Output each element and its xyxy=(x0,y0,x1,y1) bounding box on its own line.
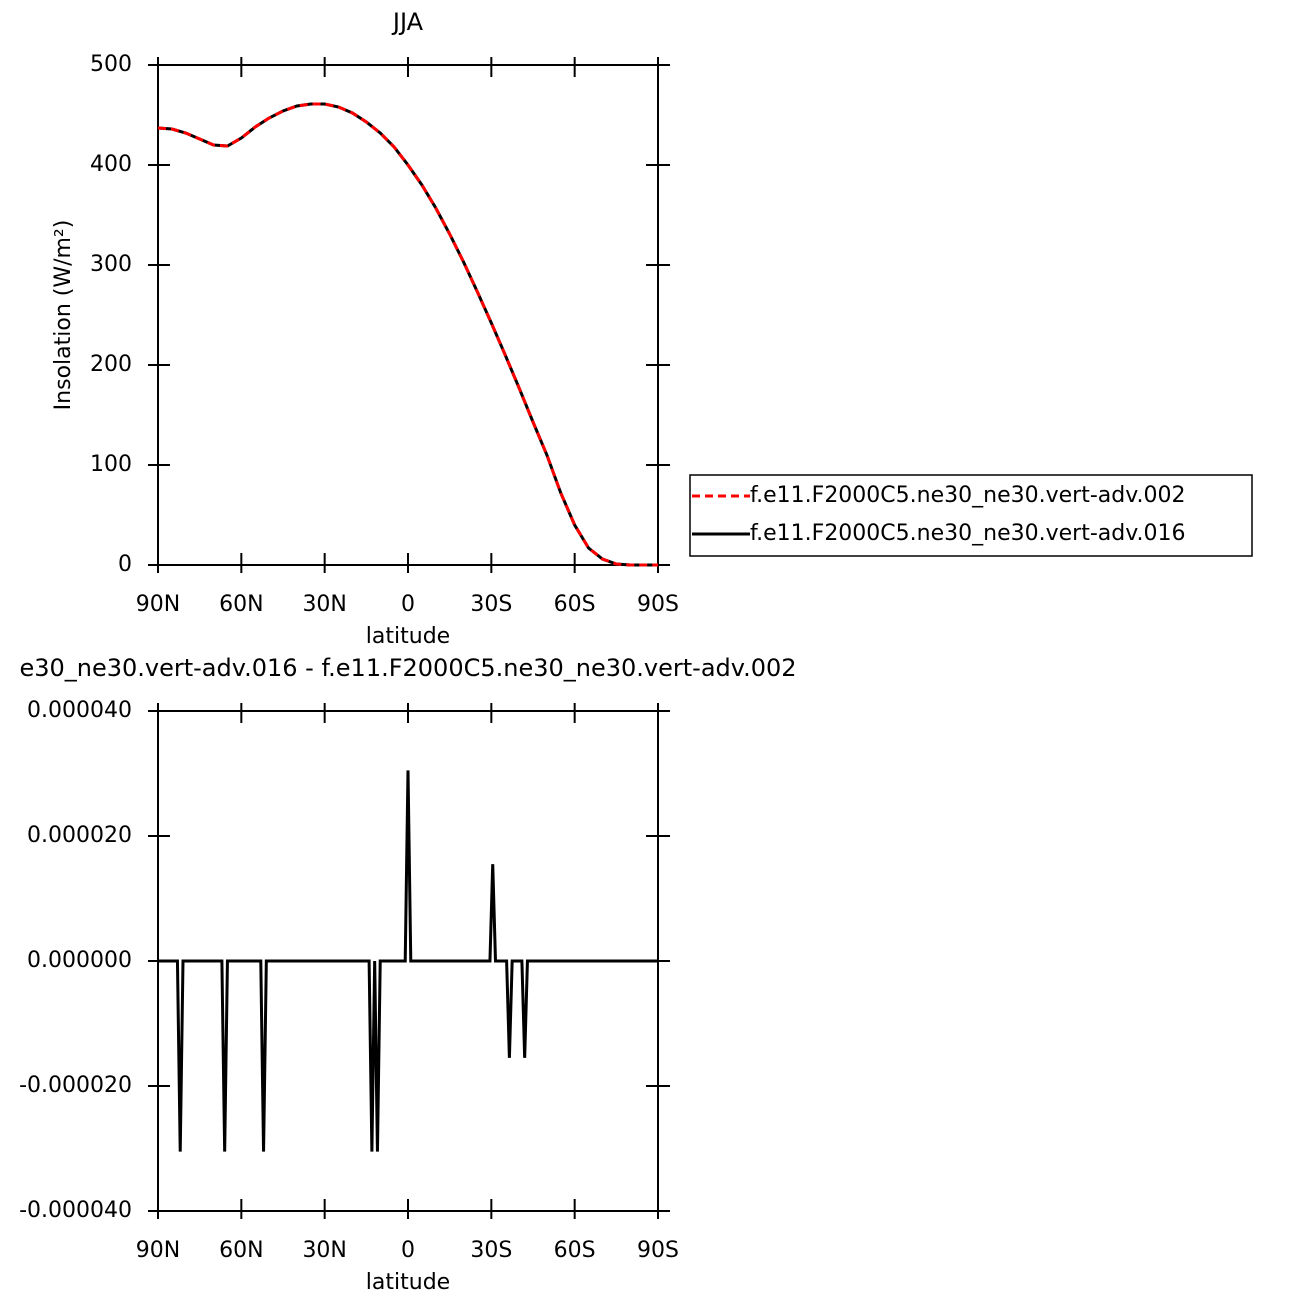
x-tick-label: 0 xyxy=(401,592,415,617)
legend-label: f.e11.F2000C5.ne30_ne30.vert-adv.002 xyxy=(750,483,1186,508)
data-line xyxy=(158,770,658,1152)
y-tick-label: 100 xyxy=(90,452,132,477)
x-axis-label: latitude xyxy=(366,1270,450,1295)
y-tick-label: 500 xyxy=(90,52,132,77)
y-tick-label: 300 xyxy=(90,252,132,277)
plot-frame xyxy=(157,64,659,566)
y-axis-label: Insolation (W/m²) xyxy=(51,220,76,411)
x-tick-label: 30N xyxy=(302,1238,346,1263)
y-tick-label: -0.000040 xyxy=(19,1198,132,1223)
y-tick-label: 400 xyxy=(90,152,132,177)
x-tick-label: 60N xyxy=(219,1238,263,1263)
x-tick-label: 30S xyxy=(470,1238,512,1263)
data-line xyxy=(157,102,658,567)
x-tick-label: 90S xyxy=(637,1238,679,1263)
x-axis-label: latitude xyxy=(366,624,450,649)
y-tick-label: -0.000020 xyxy=(19,1073,132,1098)
x-tick-label: 90N xyxy=(136,1238,180,1263)
x-tick-label: 60S xyxy=(554,592,596,617)
x-tick-label: 30N xyxy=(302,592,346,617)
chart-title: e30_ne30.vert-adv.016 - f.e11.F2000C5.ne… xyxy=(19,654,796,682)
x-tick-label: 0 xyxy=(401,1238,415,1263)
y-tick-label: 0 xyxy=(118,552,132,577)
y-tick-label: 0.000020 xyxy=(27,823,132,848)
y-tick-label: 0.000000 xyxy=(27,948,132,973)
legend-box xyxy=(689,474,1253,557)
x-tick-label: 60S xyxy=(554,1238,596,1263)
x-tick-label: 60N xyxy=(219,592,263,617)
legend-label: f.e11.F2000C5.ne30_ne30.vert-adv.016 xyxy=(750,521,1186,546)
x-tick-label: 30S xyxy=(470,592,512,617)
data-line xyxy=(157,102,658,567)
x-tick-label: 90S xyxy=(637,592,679,617)
x-tick-label: 90N xyxy=(136,592,180,617)
chart-title: JJA xyxy=(391,8,424,36)
y-tick-label: 200 xyxy=(90,352,132,377)
y-tick-label: 0.000040 xyxy=(27,698,132,723)
